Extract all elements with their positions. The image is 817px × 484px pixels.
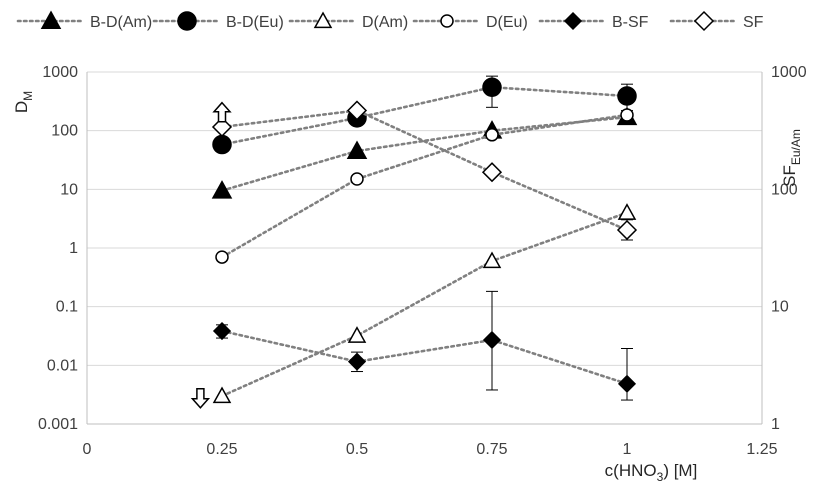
series-layer [211,75,638,404]
legend-swatch-marker [40,10,62,29]
legend-item: SF [669,10,764,32]
x-tick-label: 0.25 [206,441,237,458]
legend-item: D(Eu) [412,14,528,31]
data-point [212,134,232,155]
legend-swatch-marker [563,11,583,31]
series-line [220,85,629,146]
data-point [485,128,499,142]
left-y-tick-label: 0.001 [38,416,78,433]
data-point [620,108,634,122]
data-point [347,352,367,371]
x-tick-label: 0.5 [346,441,368,458]
legend-label: B-SF [612,14,649,31]
right-y-tick-label: 1 [771,416,780,433]
x-tick-labels: 0 0.25 0.5 0.75 1 1.25 [83,441,778,458]
data-point [617,203,637,220]
data-point [212,321,232,341]
legend-swatch-marker [313,11,333,29]
legend-label: D(Am) [362,14,408,31]
data-point [617,86,637,106]
legend-swatch-marker [177,11,197,31]
data-point [482,77,502,97]
right-y-tick-label: 10 [771,299,789,316]
legend: B-D(Am) B-D(Eu) D(Am) D(Eu) B-SF SF [16,10,764,32]
series-line [220,109,629,232]
legend-swatch-marker [440,14,454,28]
data-point [350,172,364,186]
legend-item: B-SF [538,11,649,31]
left-y-axis-title: DM [12,91,35,113]
data-point [212,386,232,404]
data-point [215,250,229,264]
left-y-tick-label: 0.1 [56,299,78,316]
left-y-tick-label: 100 [51,123,78,140]
x-tick-label: 1.25 [746,441,777,458]
axes [86,72,763,425]
right-y-tick-labels: 1 10 100 1000 [771,64,807,433]
series-line [220,329,629,386]
series-d-eu [215,108,634,264]
data-point [617,374,637,393]
series-b-sf [212,290,637,401]
legend-item: B-D(Eu) [152,11,284,31]
legend-swatch-marker [693,10,715,32]
x-tick-label: 1 [623,441,632,458]
right-y-tick-label: 100 [771,181,798,198]
data-point [481,162,503,183]
data-point [616,219,638,241]
series-d-am [212,203,637,404]
legend-item: B-D(Am) [16,10,152,31]
series-line [220,211,629,398]
data-point [346,100,368,121]
left-y-tick-label: 0.01 [47,357,78,374]
left-y-tick-label: 1000 [42,64,78,81]
right-y-axis-title: SFEu/Am [780,129,803,187]
x-tick-label: 0.75 [476,441,507,458]
legend-label: B-D(Am) [90,14,152,31]
data-point [346,140,368,159]
x-axis-title: c(HNO3) [M] [605,461,698,484]
left-y-tick-labels: 0.001 0.01 0.1 1 10 100 1000 [38,64,78,433]
legend-label: B-D(Eu) [226,14,284,31]
data-point [482,251,502,269]
data-point [211,180,233,199]
legend-label: D(Eu) [486,14,528,31]
arrow-up-icon [212,101,232,123]
data-point [211,116,233,138]
legend-label: SF [743,14,764,31]
legend-item: D(Am) [288,11,408,31]
data-point [482,330,502,350]
x-tick-label: 0 [83,441,92,458]
series-sf [211,100,638,241]
annotations [190,101,232,409]
data-point [347,326,367,343]
left-y-tick-label: 10 [60,181,78,198]
series-line [220,115,629,192]
left-y-tick-label: 1 [69,240,78,257]
series-line [220,113,629,259]
gridlines [87,71,762,425]
right-y-tick-label: 1000 [771,64,807,81]
arrow-down-icon [190,388,211,409]
